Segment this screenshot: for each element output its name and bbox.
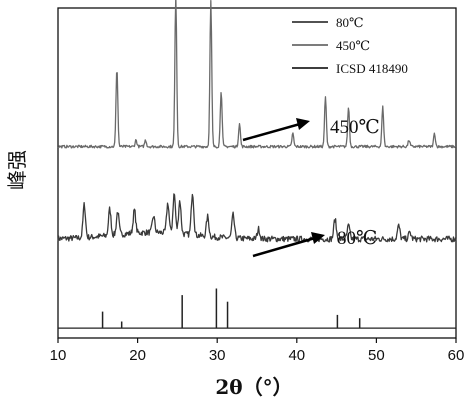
series-layer [57, 0, 457, 329]
legend-label-icsd: ICSD 418490 [336, 61, 408, 76]
legend-label-450: 450℃ [336, 38, 370, 53]
annotation-80: 80℃ [252, 228, 377, 258]
x-axis: 10 20 30 40 50 60 [50, 338, 465, 364]
annotation-label-80: 80℃ [337, 228, 377, 249]
x-tick-label-20: 20 [129, 347, 146, 364]
x-tick-label-50: 50 [368, 347, 385, 364]
annotation-label-450: 450℃ [330, 117, 380, 138]
x-tick-label-30: 30 [209, 347, 226, 364]
annotation-450: 450℃ [242, 117, 380, 142]
arrow-450-shaft [242, 122, 301, 142]
x-axis-title: 2θ（°） [215, 375, 292, 399]
arrow-80-head [311, 232, 325, 244]
series-line-80c [57, 193, 457, 243]
x-tick-label-10: 10 [50, 347, 67, 364]
x-tick-label-60: 60 [448, 347, 465, 364]
legend-label-80: 80℃ [336, 15, 364, 30]
x-tick-label-40: 40 [288, 347, 305, 364]
legend: 80℃ 450℃ ICSD 418490 [292, 15, 408, 76]
arrow-80-shaft [252, 236, 316, 258]
series-line-450c [57, 0, 457, 149]
y-axis-title: 峰强 [5, 150, 29, 190]
arrow-450-head [296, 118, 310, 130]
plot-frame [57, 7, 457, 339]
